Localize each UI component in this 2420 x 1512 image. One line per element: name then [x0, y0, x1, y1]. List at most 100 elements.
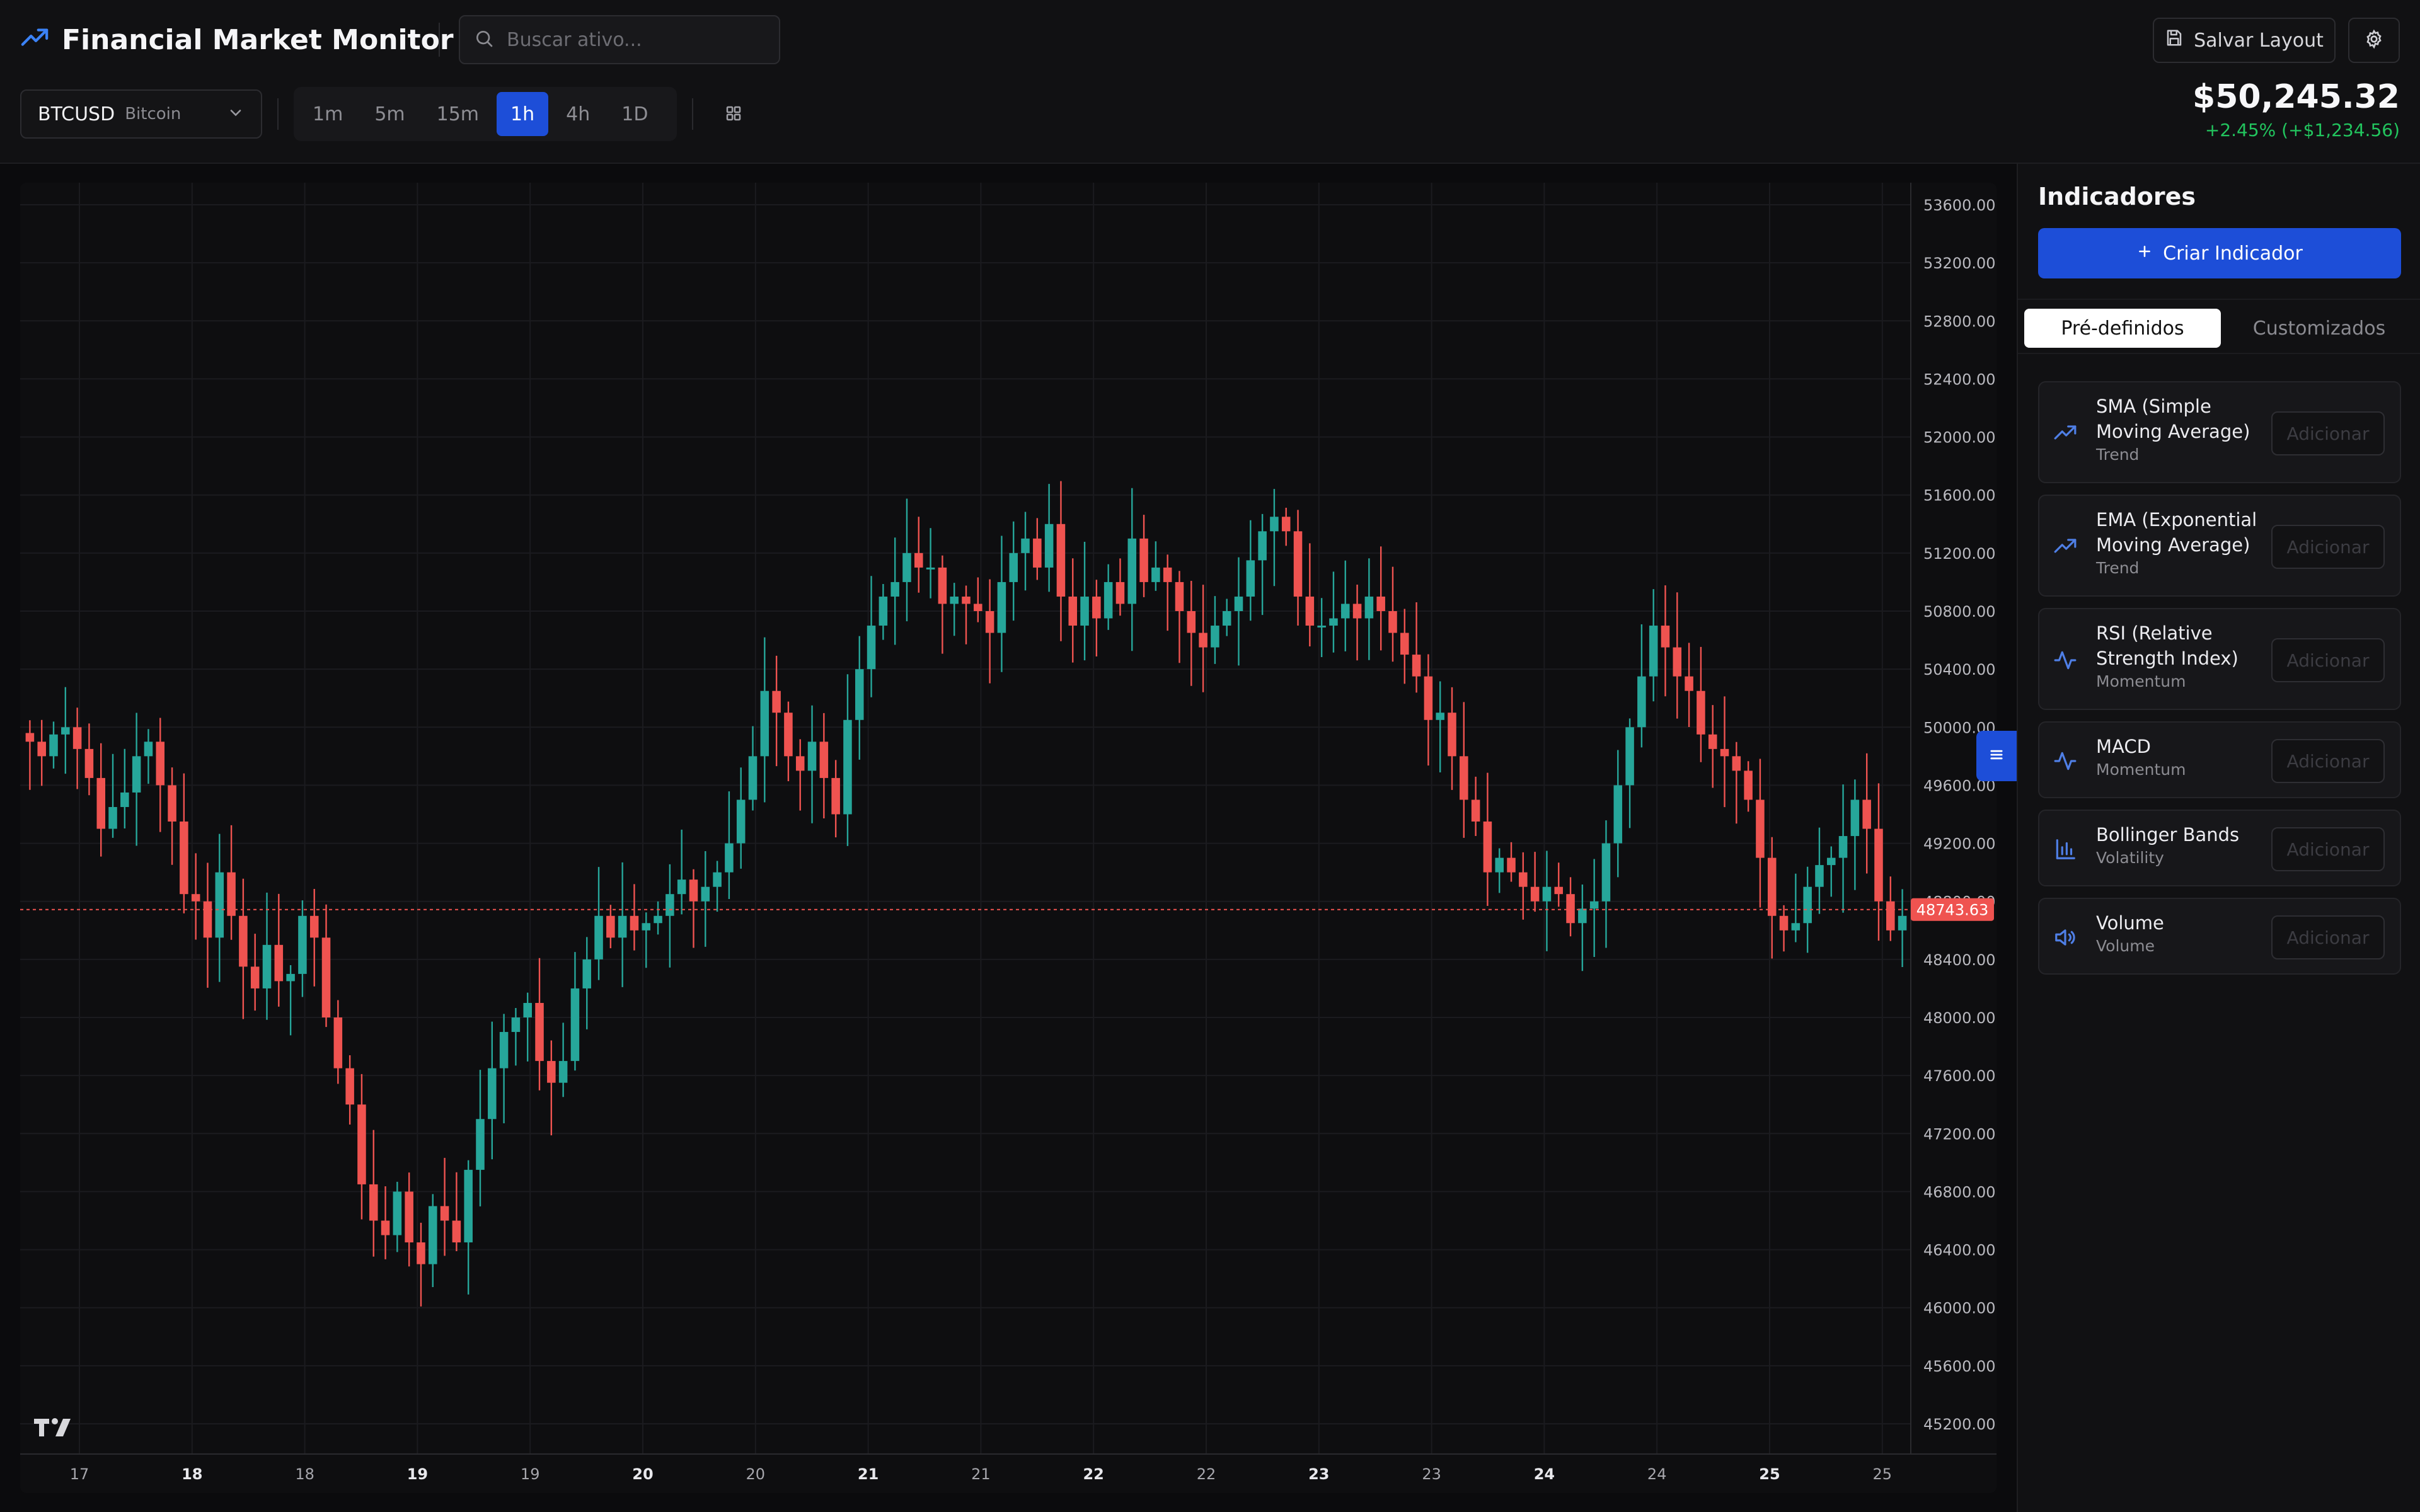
timeframe-4h[interactable]: 4h — [566, 103, 591, 125]
candle-down[interactable] — [914, 553, 923, 568]
candle-up[interactable] — [120, 792, 129, 807]
candle-up[interactable] — [1578, 908, 1587, 924]
candle-down[interactable] — [333, 1017, 343, 1068]
add-indicator-button[interactable]: Adicionar — [2271, 739, 2385, 783]
candle-up[interactable] — [1613, 785, 1623, 844]
candle-down[interactable] — [357, 1104, 366, 1184]
candle-up[interactable] — [1080, 596, 1089, 626]
candle-down[interactable] — [1661, 626, 1670, 648]
candle-down[interactable] — [974, 604, 982, 611]
candle-up[interactable] — [1246, 560, 1255, 597]
save-layout-button[interactable]: Salvar Layout — [2153, 18, 2336, 63]
candle-up[interactable] — [1637, 676, 1646, 728]
candle-up[interactable] — [1021, 538, 1030, 553]
candle-down[interactable] — [168, 785, 176, 822]
candle-down[interactable] — [985, 611, 994, 633]
candle-up[interactable] — [286, 973, 295, 982]
candle-up[interactable] — [748, 756, 758, 800]
candle-up[interactable] — [1317, 626, 1326, 628]
timeframe-1m[interactable]: 1m — [313, 103, 343, 125]
candle-down[interactable] — [274, 944, 284, 982]
candle-down[interactable] — [227, 872, 236, 916]
candle-down[interactable] — [180, 822, 188, 895]
candle-down[interactable] — [417, 1242, 425, 1264]
candle-up[interactable] — [654, 915, 662, 924]
candle-up[interactable] — [1791, 923, 1801, 931]
candle-down[interactable] — [1886, 901, 1895, 931]
search-box[interactable] — [459, 15, 780, 64]
candle-down[interactable] — [1412, 655, 1421, 677]
candle-down[interactable] — [784, 713, 793, 757]
candle-up[interactable] — [618, 915, 627, 938]
candle-down[interactable] — [1708, 734, 1717, 749]
timeframe-1d[interactable]: 1D — [621, 103, 648, 125]
candle-up[interactable] — [132, 756, 141, 793]
candle-down[interactable] — [1092, 596, 1101, 619]
candle-up[interactable] — [476, 1119, 485, 1170]
candle-up[interactable] — [1364, 596, 1374, 619]
candle-down[interactable] — [1424, 676, 1433, 720]
candle-down[interactable] — [381, 1220, 390, 1235]
candle-up[interactable] — [950, 596, 959, 604]
candle-up[interactable] — [511, 1017, 521, 1033]
candle-down[interactable] — [309, 915, 319, 938]
candle-down[interactable] — [1068, 596, 1078, 626]
candle-down[interactable] — [250, 966, 260, 988]
candle-up[interactable] — [61, 727, 70, 735]
candle-down[interactable] — [96, 777, 106, 829]
candle-down[interactable] — [547, 1061, 556, 1083]
candle-down[interactable] — [1400, 633, 1409, 655]
candle-up[interactable] — [393, 1191, 402, 1235]
candle-up[interactable] — [262, 944, 272, 988]
candle-down[interactable] — [25, 733, 35, 742]
candle-down[interactable] — [1199, 633, 1207, 648]
candle-up[interactable] — [1340, 604, 1350, 619]
symbol-select[interactable]: BTCUSD Bitcoin — [20, 89, 262, 139]
candle-up[interactable] — [1649, 626, 1658, 677]
tab-predefined[interactable]: Pré-definidos — [2024, 309, 2221, 348]
candle-down[interactable] — [1352, 604, 1362, 619]
candle-up[interactable] — [677, 879, 686, 895]
candle-down[interactable] — [72, 727, 82, 749]
candle-down[interactable] — [1673, 647, 1682, 677]
candle-down[interactable] — [819, 742, 829, 778]
candle-up[interactable] — [997, 581, 1006, 633]
candle-up[interactable] — [1495, 857, 1504, 873]
search-input[interactable] — [505, 28, 760, 52]
candle-down[interactable] — [1175, 581, 1184, 611]
candle-down[interactable] — [1685, 676, 1693, 691]
candlestick-chart[interactable]: 53600.00 53200.00 52800.00 52400.00 52000.00… — [20, 183, 1997, 1493]
candle-up[interactable] — [902, 553, 911, 582]
settings-button[interactable] — [2348, 18, 2400, 63]
candle-up[interactable] — [926, 567, 935, 570]
candle-up[interactable] — [760, 690, 769, 757]
candle-down[interactable] — [369, 1184, 378, 1221]
candle-down[interactable] — [1744, 770, 1753, 800]
candle-down[interactable] — [345, 1068, 354, 1105]
candle-up[interactable] — [215, 872, 224, 938]
candle-up[interactable] — [594, 915, 603, 959]
candle-down[interactable] — [191, 894, 200, 902]
candle-up[interactable] — [725, 843, 734, 873]
candle-up[interactable] — [1222, 611, 1231, 626]
timeframe-15m[interactable]: 15m — [436, 103, 480, 125]
candle-down[interactable] — [772, 690, 781, 713]
candle-down[interactable] — [795, 756, 805, 771]
candle-down[interactable] — [606, 915, 615, 938]
add-indicator-button[interactable]: Adicionar — [2271, 525, 2385, 569]
candle-up[interactable] — [1211, 626, 1219, 648]
candle-down[interactable] — [239, 915, 248, 967]
timeframe-1h[interactable]: 1h — [497, 92, 549, 136]
candle-up[interactable] — [1803, 886, 1812, 924]
candle-up[interactable] — [843, 719, 852, 815]
candle-up[interactable] — [429, 1206, 437, 1264]
candle-down[interactable] — [831, 777, 840, 815]
add-indicator-button[interactable]: Adicionar — [2271, 411, 2385, 455]
candle-up[interactable] — [1234, 596, 1243, 611]
candle-down[interactable] — [1756, 799, 1765, 858]
add-indicator-button[interactable]: Adicionar — [2271, 638, 2385, 682]
candle-down[interactable] — [1732, 756, 1741, 771]
candle-down[interactable] — [1779, 915, 1789, 931]
chart-area[interactable]: 53600.00 53200.00 52800.00 52400.00 52000.00… — [20, 183, 1997, 1493]
candle-down[interactable] — [1139, 538, 1148, 582]
